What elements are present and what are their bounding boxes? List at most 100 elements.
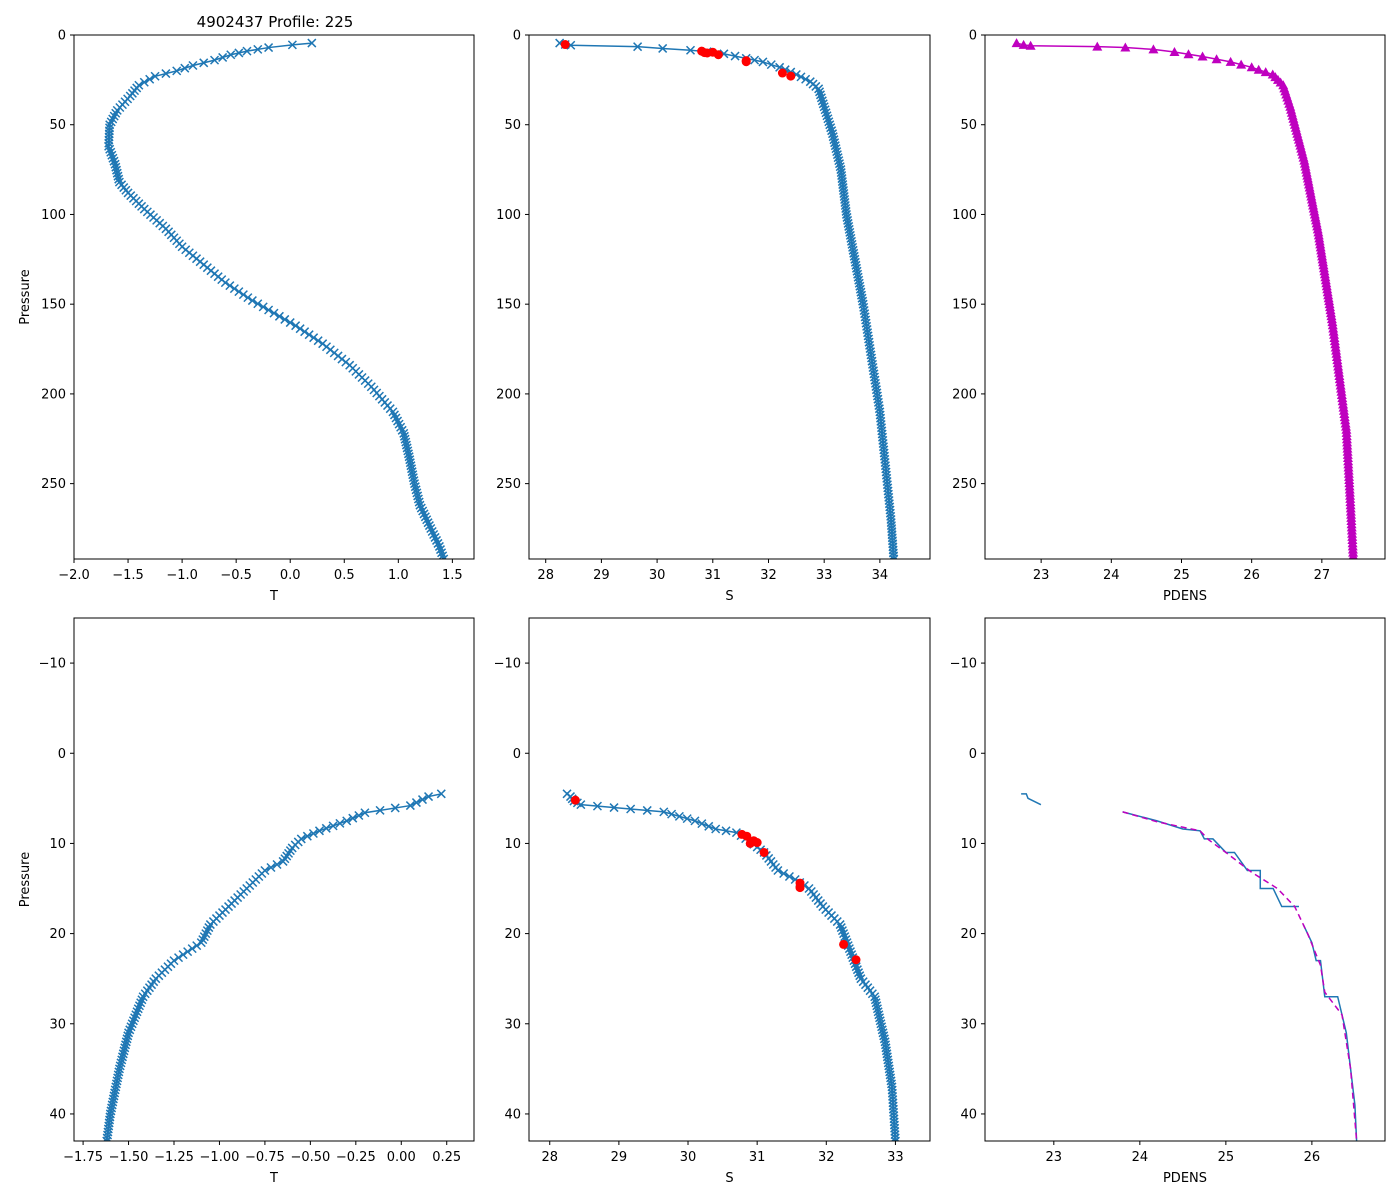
- x-marker: [242, 46, 252, 56]
- x-marker: [161, 69, 171, 79]
- x-marker: [773, 865, 783, 876]
- x-marker: [845, 947, 856, 957]
- y-tick-label: 10: [960, 837, 977, 852]
- x-marker: [758, 57, 768, 67]
- y-tick-label: −10: [950, 657, 977, 672]
- x-marker: [890, 1136, 900, 1141]
- x-marker: [269, 308, 279, 318]
- x-marker: [411, 798, 421, 808]
- x-marker: [192, 941, 202, 951]
- x-marker: [375, 805, 385, 815]
- plot-area: [104, 38, 449, 559]
- x-marker: [424, 521, 434, 531]
- x-marker: [439, 554, 449, 559]
- x-marker: [210, 55, 220, 65]
- y-tick-label: 10: [49, 837, 66, 852]
- y-tick-label: 250: [952, 477, 977, 492]
- x-axis-label: S: [725, 1171, 733, 1186]
- x-marker: [414, 497, 424, 507]
- x-marker: [238, 290, 248, 300]
- y-tick-label: 150: [41, 298, 66, 313]
- y-tick-label: 250: [496, 477, 521, 492]
- x-tick-label: 33: [816, 568, 833, 583]
- flag-point: [786, 71, 796, 81]
- x-marker: [424, 792, 434, 802]
- y-axis-label: Pressure: [18, 852, 33, 908]
- x-marker: [321, 823, 331, 833]
- x-marker: [420, 512, 430, 522]
- x-marker: [854, 968, 864, 978]
- axes-frame: [528, 34, 931, 560]
- x-marker: [730, 51, 740, 61]
- x-marker: [131, 1010, 141, 1020]
- x-marker: [309, 333, 319, 343]
- x-marker: [821, 108, 831, 118]
- y-tick-label: 20: [49, 927, 66, 942]
- x-marker: [796, 72, 806, 82]
- x-marker: [127, 1019, 137, 1029]
- flag-point: [741, 57, 751, 67]
- x-marker: [302, 831, 312, 841]
- x-tick-label: 32: [760, 568, 777, 583]
- chart-panel-s-full: 28 29 30 31 32 33 34 0 50 100 150 200 250 S: [496, 29, 931, 604]
- x-marker: [225, 281, 235, 291]
- x-marker: [278, 856, 288, 866]
- x-marker: [266, 862, 276, 873]
- triangle-marker: [1211, 54, 1222, 64]
- y-tick-label: 0: [969, 747, 977, 762]
- axes-frame: [528, 617, 931, 1142]
- x-marker: [823, 114, 833, 124]
- x-marker: [889, 554, 899, 559]
- y-tick-label: 30: [504, 1017, 521, 1032]
- x-marker: [419, 509, 429, 519]
- y-tick-label: 0: [513, 747, 521, 762]
- y-tick-label: 10: [504, 837, 521, 852]
- x-tick-label: −2.0: [58, 568, 90, 583]
- x-marker: [139, 77, 149, 87]
- y-tick-label: 100: [496, 208, 521, 223]
- y-tick-label: 0: [58, 29, 66, 44]
- x-marker: [107, 150, 117, 160]
- x-tick-label: 31: [749, 1150, 766, 1165]
- series-segment-0: [1021, 793, 1042, 806]
- figure-title: 4902437 Profile: 225: [197, 13, 354, 31]
- x-marker: [837, 926, 847, 936]
- y-tick-label: 40: [504, 1107, 521, 1122]
- x-marker: [300, 327, 310, 337]
- x-tick-label: 24: [1103, 568, 1120, 583]
- x-marker: [658, 43, 668, 53]
- x-marker: [890, 1133, 900, 1141]
- x-marker: [314, 826, 324, 836]
- triangle-marker: [1260, 67, 1271, 77]
- y-tick-label: 200: [41, 387, 66, 402]
- flag-point: [795, 883, 805, 893]
- x-axis-label: T: [269, 589, 278, 604]
- series-markers: [102, 789, 446, 1141]
- chart-panel-t-zoom: −1.75 −1.50 −1.25 −1.00 −0.75 −0.50 −0.25 0.00 0…: [18, 617, 475, 1186]
- x-axis-label: PDENS: [1163, 589, 1207, 604]
- flag-point: [759, 847, 769, 857]
- x-tick-label: 30: [680, 1150, 697, 1165]
- x-marker: [287, 40, 297, 50]
- chart-panel-s-zoom: 28 29 30 31 32 33 −10 0 10 20 30 40 S: [494, 617, 931, 1186]
- plot-area: [1021, 793, 1358, 1141]
- x-marker: [690, 816, 700, 826]
- x-marker: [133, 1004, 143, 1014]
- x-marker: [109, 156, 119, 166]
- flagged-points: [570, 795, 861, 965]
- x-marker: [784, 871, 794, 882]
- charts-layer: −2.0 −1.5 −1.0 −0.5 0.0 0.5 1.0 1.5050100150200…: [18, 29, 1386, 1186]
- x-marker: [437, 548, 447, 558]
- y-tick-label: 100: [952, 208, 977, 223]
- x-marker: [272, 859, 282, 870]
- x-marker: [816, 93, 826, 103]
- x-marker: [659, 807, 669, 817]
- y-tick-label: −10: [494, 657, 521, 672]
- x-marker: [138, 992, 148, 1002]
- x-marker: [199, 58, 209, 68]
- x-tick-label: 23: [1046, 1150, 1063, 1165]
- x-marker: [835, 920, 845, 930]
- triangle-marker: [1092, 41, 1103, 51]
- x-marker: [434, 541, 444, 551]
